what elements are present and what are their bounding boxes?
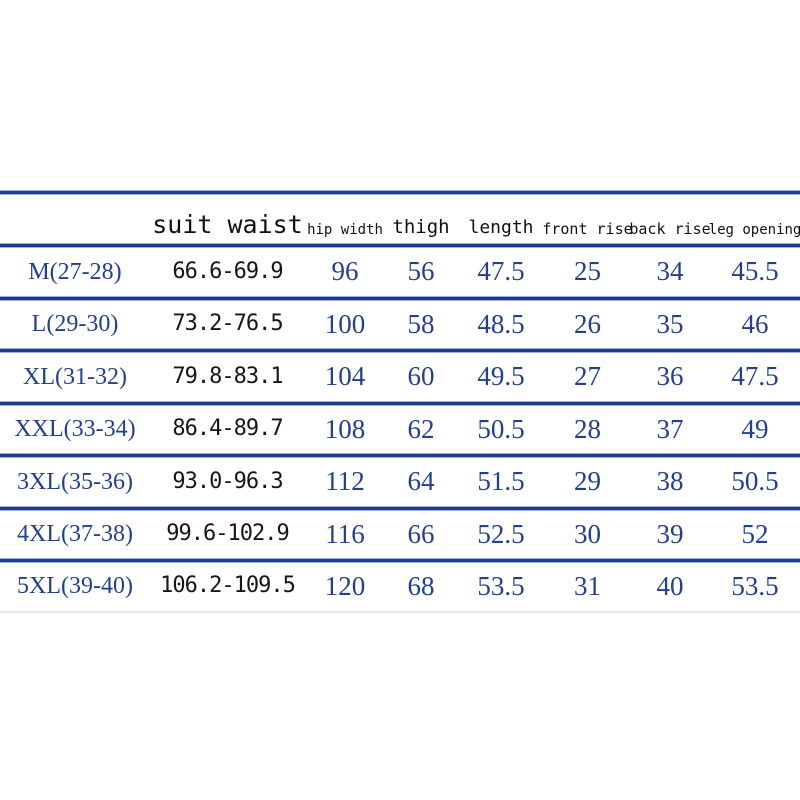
cell-front-rise: 28	[574, 413, 601, 444]
divider-line	[0, 297, 800, 300]
cell-length: 53.5	[477, 570, 525, 601]
size-chart-table: suit waist hip width thigh length front …	[0, 191, 800, 613]
cell-hip-width: 112	[325, 466, 365, 496]
divider-line	[0, 244, 800, 247]
table-row: 5XL(39-40) 106.2-109.5 120 68 53.5 31 40…	[0, 560, 800, 612]
cell-leg-opening: 53.5	[731, 570, 779, 601]
cell-length: 49.5	[477, 361, 525, 391]
cell-back-rise: 35	[656, 308, 684, 339]
cell-suit-waist: 73.2-76.5	[172, 311, 283, 336]
cell-suit-waist: 106.2-109.5	[160, 573, 296, 598]
cell-suit-waist: 93.0-96.3	[172, 468, 283, 494]
cell-hip-width: 120	[324, 570, 366, 601]
divider-line	[0, 402, 800, 405]
cell-size: 3XL(35-36)	[17, 468, 133, 495]
cell-length: 51.5	[477, 466, 525, 496]
cell-thigh: 56	[407, 256, 435, 286]
divider-line-faint	[0, 611, 800, 613]
cell-leg-opening: 52	[741, 518, 769, 549]
cell-size: XXL(33-34)	[14, 416, 136, 442]
cell-suit-waist: 66.6-69.9	[172, 258, 283, 284]
cell-size: L(29-30)	[31, 311, 119, 337]
cell-front-rise: 26	[574, 308, 601, 339]
divider-line	[0, 559, 800, 562]
column-header-length: length	[468, 217, 534, 238]
cell-length: 48.5	[477, 308, 525, 339]
cell-leg-opening: 46	[741, 308, 769, 339]
cell-hip-width: 108	[324, 413, 366, 444]
cell-back-rise: 39	[656, 518, 684, 549]
cell-back-rise: 38	[656, 466, 684, 496]
column-header-thigh: thigh	[392, 216, 450, 238]
cell-thigh: 60	[407, 361, 435, 391]
column-header-back-rise: back rise	[629, 220, 711, 238]
cell-suit-waist: 79.8-83.1	[172, 363, 283, 389]
cell-hip-width: 96	[331, 256, 359, 286]
table-row: L(29-30) 73.2-76.5 100 58 48.5 26 35 46	[0, 298, 800, 350]
cell-hip-width: 100	[324, 308, 366, 339]
cell-hip-width: 104	[324, 361, 366, 391]
table-row: 3XL(35-36) 93.0-96.3 112 64 51.5 29 38 5…	[0, 455, 800, 508]
cell-size: M(27-28)	[28, 258, 122, 285]
table-row: M(27-28) 66.6-69.9 96 56 47.5 25 34 45.5	[0, 245, 800, 298]
cell-length: 47.5	[477, 256, 525, 286]
column-header-suit-waist: suit waist	[152, 210, 303, 239]
cell-leg-opening: 47.5	[731, 361, 779, 391]
cell-size: 4XL(37-38)	[17, 521, 133, 547]
cell-front-rise: 27	[574, 361, 601, 391]
column-header-front-rise: front rise	[542, 220, 633, 238]
cell-suit-waist: 86.4-89.7	[172, 416, 283, 441]
column-header-leg-opening: leg opening	[708, 222, 800, 238]
cell-thigh: 58	[407, 308, 435, 339]
cell-thigh: 66	[407, 518, 435, 549]
cell-thigh: 62	[407, 413, 435, 444]
divider-line	[0, 454, 800, 457]
cell-front-rise: 31	[574, 570, 601, 601]
divider-line	[0, 349, 800, 352]
cell-thigh: 64	[407, 466, 435, 496]
table-row: 4XL(37-38) 99.6-102.9 116 66 52.5 30 39 …	[0, 508, 800, 560]
cell-suit-waist: 99.6-102.9	[166, 521, 289, 546]
column-header-hip-width: hip width	[307, 222, 383, 238]
cell-back-rise: 40	[656, 570, 684, 601]
cell-leg-opening: 49	[741, 413, 769, 444]
table-header-row: suit waist hip width thigh length front …	[0, 192, 800, 245]
cell-front-rise: 30	[574, 518, 601, 549]
cell-leg-opening: 50.5	[731, 466, 779, 496]
cell-back-rise: 37	[656, 413, 684, 444]
cell-length: 50.5	[477, 413, 525, 444]
cell-length: 52.5	[477, 518, 525, 549]
cell-front-rise: 25	[574, 256, 601, 286]
cell-thigh: 68	[407, 570, 435, 601]
cell-back-rise: 34	[656, 256, 684, 286]
column-header-size	[0, 192, 150, 245]
cell-back-rise: 36	[656, 361, 684, 391]
cell-hip-width: 116	[325, 518, 365, 549]
cell-size: 5XL(39-40)	[17, 573, 133, 599]
table-row: XXL(33-34) 86.4-89.7 108 62 50.5 28 37 4…	[0, 403, 800, 455]
cell-leg-opening: 45.5	[731, 256, 779, 286]
table-row: XL(31-32) 79.8-83.1 104 60 49.5 27 36 47…	[0, 350, 800, 403]
divider-line	[0, 191, 800, 194]
cell-size: XL(31-32)	[23, 363, 127, 390]
divider-line	[0, 507, 800, 510]
cell-front-rise: 29	[574, 466, 601, 496]
